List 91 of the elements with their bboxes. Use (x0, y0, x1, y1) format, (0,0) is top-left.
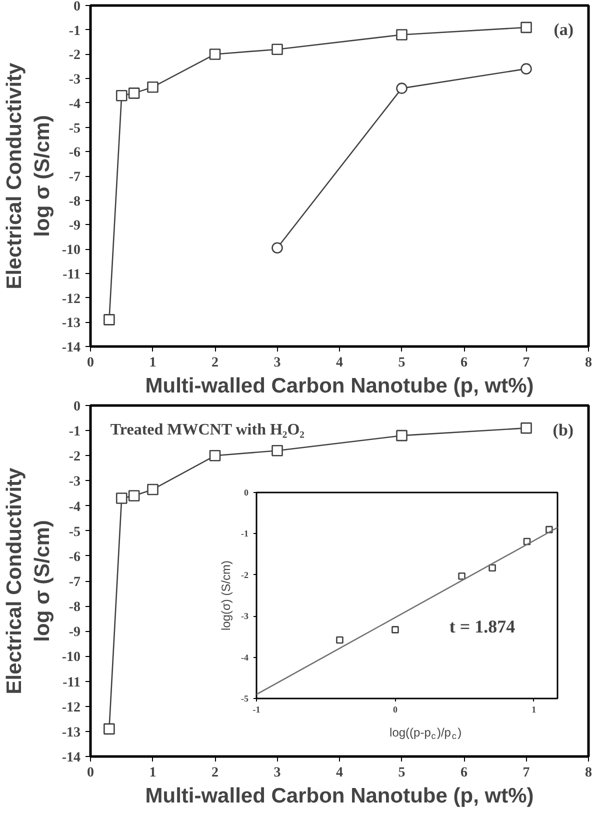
annotation: (a) (554, 20, 574, 39)
y-tick-label: -10 (62, 650, 81, 666)
x-tick-label: 7 (522, 766, 530, 780)
x-tick-label: 5 (398, 766, 406, 780)
x-tick-label: 1 (149, 356, 156, 370)
y-tick-label: -8 (68, 600, 81, 616)
y-tick-label: -6 (68, 146, 81, 161)
y-tick-label: -9 (68, 218, 81, 234)
x-tick-label: 4 (336, 356, 343, 370)
x-tick-label: 1 (149, 766, 156, 780)
point (488, 564, 496, 572)
y-tick-label: 0 (74, 0, 80, 14)
x-tick-label: 6 (460, 766, 468, 780)
y-tick-label: -12 (62, 700, 81, 716)
point (396, 430, 408, 442)
x-axis-title: Multi-walled Carbon Nanotube (p, wt%) (145, 784, 534, 808)
x-tick-label: 0 (87, 766, 94, 780)
y-tick-label: -8 (68, 194, 81, 210)
y-tick-label: -7 (68, 170, 81, 185)
point (523, 538, 531, 546)
point (520, 63, 532, 74)
x-axis-title: Multi-walled Carbon Nanotube (p, wt%) (145, 374, 534, 398)
y-tick-label: -12 (62, 292, 81, 307)
y-tick-label: -6 (68, 550, 81, 565)
y-tick-label: -5 (241, 694, 249, 704)
point (520, 22, 532, 34)
point (104, 723, 115, 735)
x-tick-label: 2 (212, 356, 218, 370)
x-tick-label: 2 (212, 766, 218, 780)
y-axis-title: Electrical Conductivity log σ (S/cm) (3, 62, 54, 290)
x-tick-label: 8 (585, 356, 592, 370)
y-axis-title: log(σ) (S/cm) (219, 560, 234, 631)
point (209, 48, 221, 60)
y-tick-label: -1 (68, 24, 81, 39)
point (104, 314, 115, 326)
y-tick-label: 0 (74, 400, 80, 414)
annotation: Treated MWCNT with H₂O₂ (110, 422, 305, 439)
y-tick-label: -1 (68, 424, 81, 440)
y-tick-label: -13 (62, 725, 81, 740)
y-tick-label: -11 (62, 675, 80, 690)
y-tick-label: -3 (68, 474, 81, 490)
x-tick-label: 3 (274, 766, 281, 780)
y-axis-title: Electrical Conductivity log σ (S/cm) (3, 467, 54, 694)
point (209, 450, 221, 462)
x-tick-label: 0 (392, 704, 398, 714)
annotation: (b) (552, 420, 574, 440)
y-tick-label: -3 (68, 72, 81, 88)
y-tick-label: -2 (241, 570, 249, 580)
point (520, 422, 532, 434)
point (116, 492, 128, 504)
point (458, 572, 466, 580)
annotation: t = 1.874 (449, 616, 516, 636)
x-tick-label: 0 (87, 356, 94, 370)
x-tick-label: -1 (252, 704, 261, 714)
point (147, 81, 158, 93)
x-tick-label: 3 (274, 356, 281, 370)
y-tick-label: -13 (62, 316, 81, 332)
point (128, 88, 140, 99)
point (396, 82, 408, 94)
y-tick-label: -5 (68, 524, 81, 540)
y-tick-label: -4 (68, 96, 81, 112)
y-tick-label: -4 (68, 500, 81, 515)
y-tick-label: -5 (68, 121, 81, 136)
y-tick-label: -3 (241, 611, 249, 622)
y-tick-label: -1 (241, 528, 249, 539)
y-tick-label: -9 (68, 625, 81, 640)
y-tick-label: -10 (62, 243, 81, 258)
point (272, 444, 283, 456)
point (128, 490, 140, 502)
point (336, 636, 344, 644)
x-tick-label: 1 (532, 704, 537, 714)
x-tick-label: 7 (522, 356, 530, 370)
x-tick-label: 6 (460, 356, 468, 370)
y-tick-label: -2 (68, 450, 81, 465)
y-tick-label: -4 (241, 652, 249, 662)
y-tick-label: -14 (62, 750, 81, 766)
point (396, 29, 408, 40)
y-tick-label: -2 (68, 48, 81, 64)
y-tick-label: 0 (244, 488, 249, 498)
x-tick-label: 5 (398, 356, 406, 370)
point (392, 626, 399, 634)
point (116, 90, 128, 102)
y-tick-label: -11 (62, 267, 80, 282)
point (546, 526, 553, 534)
y-tick-label: -14 (62, 340, 81, 356)
x-tick-label: 8 (585, 766, 592, 780)
y-tick-label: -7 (68, 575, 81, 590)
point (147, 484, 158, 496)
x-tick-label: 4 (336, 766, 343, 780)
point (272, 242, 283, 254)
point (272, 44, 283, 55)
